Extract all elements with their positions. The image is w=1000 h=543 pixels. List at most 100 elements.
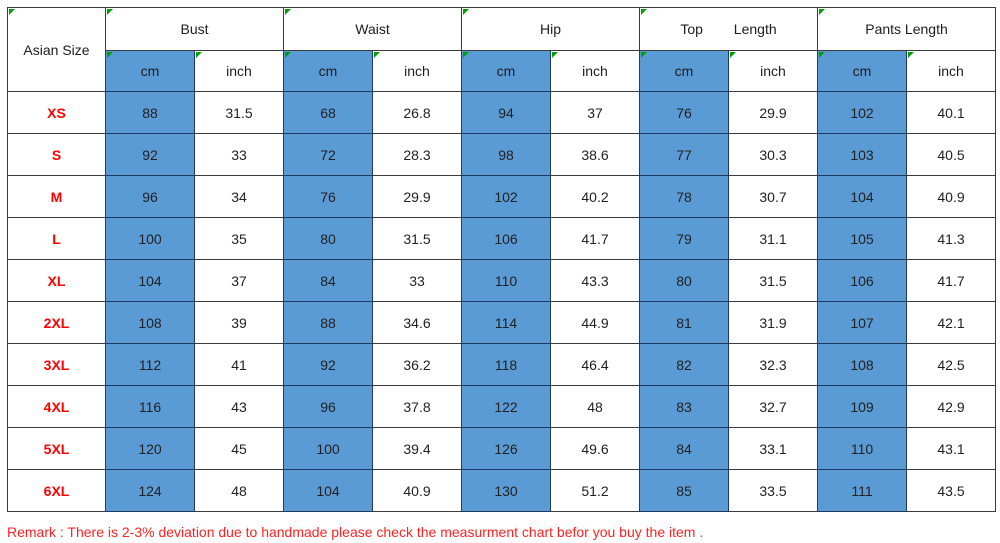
value-cell-inch: 41.7 (550, 217, 640, 260)
value-cell-inch: 37 (550, 91, 640, 134)
value-cell-cm: 116 (105, 385, 195, 428)
value-cell-cm: 108 (105, 301, 195, 344)
table-row: 4XL 116 43 96 37.8 122 48 83 32.7 109 42.9 (7, 385, 996, 428)
value-cell-inch: 31.1 (728, 217, 818, 260)
value-cell-inch: 45 (194, 427, 284, 470)
value-cell-inch: 51.2 (550, 469, 640, 512)
value-cell-cm: 88 (283, 301, 373, 344)
value-cell-inch: 33 (372, 259, 462, 302)
value-cell-cm: 107 (817, 301, 907, 344)
value-cell-cm: 124 (105, 469, 195, 512)
value-cell-inch: 26.8 (372, 91, 462, 134)
size-label: 5XL (7, 427, 106, 470)
table-row: L 100 35 80 31.5 106 41.7 79 31.1 105 41.3 (7, 217, 996, 260)
value-cell-inch: 31.9 (728, 301, 818, 344)
value-cell-cm: 76 (283, 175, 373, 218)
size-label: XL (7, 259, 106, 302)
group-header-row: Asian Size Bust Waist Hip Top Length Pan… (7, 7, 996, 92)
value-cell-inch: 40.2 (550, 175, 640, 218)
group-header-pants-length: Pants Length (817, 7, 996, 51)
value-cell-inch: 33.5 (728, 469, 818, 512)
value-cell-cm: 88 (105, 91, 195, 134)
value-cell-cm: 104 (105, 259, 195, 302)
asian-size-header: Asian Size (7, 7, 106, 92)
value-cell-inch: 32.3 (728, 343, 818, 386)
value-cell-inch: 42.1 (906, 301, 996, 344)
value-cell-cm: 92 (283, 343, 373, 386)
group-header-bust: Bust (105, 7, 284, 51)
value-cell-inch: 29.9 (372, 175, 462, 218)
value-cell-inch: 31.5 (194, 91, 284, 134)
value-cell-inch: 37 (194, 259, 284, 302)
value-cell-inch: 44.9 (550, 301, 640, 344)
value-cell-cm: 72 (283, 133, 373, 176)
value-cell-cm: 108 (817, 343, 907, 386)
unit-header-inch: inch (728, 50, 818, 92)
unit-header-cm: cm (817, 50, 907, 92)
value-cell-cm: 110 (817, 427, 907, 470)
value-cell-inch: 42.5 (906, 343, 996, 386)
size-label: S (7, 133, 106, 176)
value-cell-cm: 114 (461, 301, 551, 344)
value-cell-cm: 104 (817, 175, 907, 218)
value-cell-cm: 85 (639, 469, 729, 512)
value-cell-cm: 83 (639, 385, 729, 428)
value-cell-inch: 34.6 (372, 301, 462, 344)
size-label: L (7, 217, 106, 260)
value-cell-inch: 33 (194, 133, 284, 176)
value-cell-inch: 38.6 (550, 133, 640, 176)
value-cell-cm: 96 (283, 385, 373, 428)
value-cell-cm: 109 (817, 385, 907, 428)
value-cell-inch: 39.4 (372, 427, 462, 470)
value-cell-inch: 48 (194, 469, 284, 512)
value-cell-inch: 39 (194, 301, 284, 344)
value-cell-inch: 49.6 (550, 427, 640, 470)
value-cell-inch: 40.9 (372, 469, 462, 512)
unit-header-inch: inch (372, 50, 462, 92)
size-table-body: XS 88 31.5 68 26.8 94 37 76 29.9 102 40.1 S 92 33 72 28… (7, 91, 996, 512)
value-cell-inch: 34 (194, 175, 284, 218)
value-cell-cm: 106 (461, 217, 551, 260)
size-label: XS (7, 91, 106, 134)
value-cell-cm: 105 (817, 217, 907, 260)
value-cell-inch: 35 (194, 217, 284, 260)
value-cell-cm: 96 (105, 175, 195, 218)
value-cell-cm: 111 (817, 469, 907, 512)
unit-header-cm: cm (639, 50, 729, 92)
value-cell-inch: 30.7 (728, 175, 818, 218)
value-cell-inch: 43 (194, 385, 284, 428)
value-cell-cm: 126 (461, 427, 551, 470)
unit-header-row: cm inch cm inch cm inch cm inch cm inch (8, 50, 996, 92)
value-cell-inch: 43.5 (906, 469, 996, 512)
value-cell-inch: 31.5 (372, 217, 462, 260)
unit-header-cm: cm (283, 50, 373, 92)
table-row: 5XL 120 45 100 39.4 126 49.6 84 33.1 110 43.1 (7, 427, 996, 470)
value-cell-inch: 33.1 (728, 427, 818, 470)
value-cell-inch: 30.3 (728, 133, 818, 176)
value-cell-inch: 46.4 (550, 343, 640, 386)
value-cell-cm: 79 (639, 217, 729, 260)
value-cell-inch: 43.3 (550, 259, 640, 302)
remark-text: Remark : There is 2-3% deviation due to … (7, 524, 704, 540)
value-cell-inch: 31.5 (728, 259, 818, 302)
unit-header-cm: cm (461, 50, 551, 92)
size-label: 4XL (7, 385, 106, 428)
value-cell-cm: 92 (105, 133, 195, 176)
value-cell-cm: 100 (105, 217, 195, 260)
value-cell-cm: 77 (639, 133, 729, 176)
value-cell-inch: 41 (194, 343, 284, 386)
value-cell-cm: 80 (283, 217, 373, 260)
table-row: M 96 34 76 29.9 102 40.2 78 30.7 104 40.9 (7, 175, 996, 218)
table-row: XS 88 31.5 68 26.8 94 37 76 29.9 102 40.1 (7, 91, 996, 134)
size-label: M (7, 175, 106, 218)
unit-header-inch: inch (550, 50, 640, 92)
value-cell-cm: 106 (817, 259, 907, 302)
size-label: 3XL (7, 343, 106, 386)
value-cell-cm: 94 (461, 91, 551, 134)
value-cell-inch: 32.7 (728, 385, 818, 428)
size-label: 2XL (7, 301, 106, 344)
group-header-top-length: Top Length (639, 7, 818, 51)
value-cell-inch: 28.3 (372, 133, 462, 176)
group-header-waist: Waist (283, 7, 462, 51)
